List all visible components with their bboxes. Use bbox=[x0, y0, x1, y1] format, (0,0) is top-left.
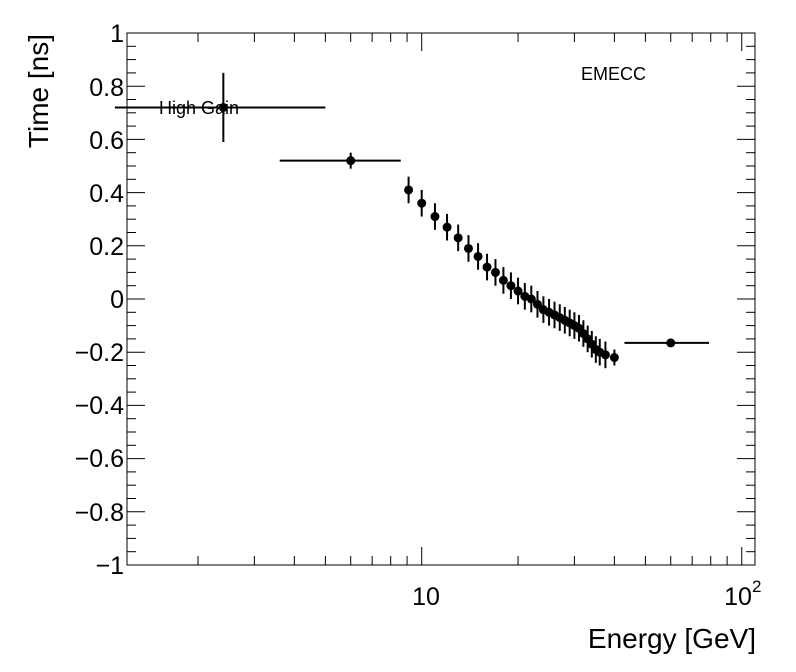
data-point bbox=[609, 353, 619, 363]
x-axis-ticks bbox=[197, 33, 743, 565]
annotation-emecc: EMECC bbox=[581, 64, 646, 84]
data-point bbox=[430, 212, 440, 222]
data-point bbox=[666, 338, 676, 348]
data-point bbox=[532, 299, 542, 309]
data-point bbox=[600, 350, 610, 360]
y-tick-label: 1 bbox=[110, 20, 124, 48]
y-tick-label: 0.2 bbox=[89, 233, 124, 261]
data-point bbox=[218, 102, 228, 112]
x-tick-label: 10 bbox=[412, 583, 440, 611]
y-tick-label: −0.4 bbox=[75, 392, 124, 420]
data-point bbox=[463, 243, 473, 253]
x-axis-title: Energy [GeV] bbox=[588, 623, 756, 654]
y-axis-title: Time [ns] bbox=[23, 34, 54, 148]
data-point bbox=[526, 294, 536, 304]
data-point bbox=[404, 185, 414, 195]
data-series bbox=[114, 72, 709, 369]
data-point bbox=[417, 198, 427, 208]
data-point bbox=[482, 262, 492, 272]
y-tick-label: 0 bbox=[110, 286, 124, 314]
data-point bbox=[506, 281, 516, 291]
data-point bbox=[442, 222, 452, 232]
data-point bbox=[490, 267, 500, 277]
data-point bbox=[346, 156, 356, 166]
y-tick-label: −1 bbox=[95, 552, 124, 580]
data-point bbox=[498, 275, 508, 285]
y-tick-label: 0.4 bbox=[89, 180, 124, 208]
x-tick-exponent: 2 bbox=[752, 577, 761, 596]
x-tick-label: 10 bbox=[724, 583, 752, 611]
y-tick-label: 0.8 bbox=[89, 74, 124, 102]
y-tick-label: −0.8 bbox=[75, 499, 124, 527]
data-point bbox=[473, 251, 483, 261]
data-point bbox=[453, 233, 463, 243]
y-axis-ticks bbox=[127, 32, 755, 566]
y-tick-label: 0.6 bbox=[89, 127, 124, 155]
data-point bbox=[513, 286, 523, 296]
y-tick-label: −0.2 bbox=[75, 339, 124, 367]
y-tick-label: −0.6 bbox=[75, 445, 124, 473]
